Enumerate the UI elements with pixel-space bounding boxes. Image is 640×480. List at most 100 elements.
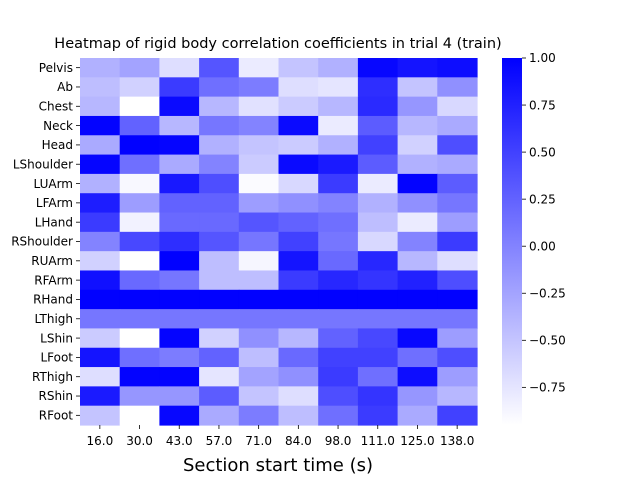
heatmap-cell: [159, 96, 200, 117]
y-tick-label: LShoulder: [13, 157, 73, 171]
heatmap-cell: [80, 367, 121, 387]
colorbar: [502, 58, 522, 425]
heatmap-cell: [119, 270, 160, 291]
heatmap-cell: [397, 270, 438, 291]
heatmap-cell: [80, 309, 121, 330]
heatmap-cell: [199, 193, 240, 214]
y-tick-label: RFArm: [34, 273, 73, 287]
heatmap-cell: [397, 289, 438, 310]
heatmap-cell: [357, 96, 399, 117]
heatmap-cell: [437, 58, 478, 78]
heatmap-cell: [119, 154, 160, 175]
heatmap-cell: [278, 115, 319, 136]
heatmap-cell: [437, 115, 478, 136]
x-tick-label: 71.0: [245, 434, 272, 448]
heatmap-cell: [437, 231, 478, 252]
heatmap-cell: [159, 347, 200, 368]
heatmap-cell: [357, 231, 399, 252]
heatmap-cell: [238, 347, 280, 368]
heatmap-cell: [437, 251, 478, 272]
heatmap-cell: [80, 251, 121, 272]
heatmap-cell: [397, 58, 438, 78]
heatmap-cell: [397, 328, 438, 349]
heatmap-cell: [119, 193, 160, 214]
colorbar-tick-label: 1.00: [529, 51, 556, 65]
y-tick-label: Neck: [43, 119, 73, 133]
heatmap-cell: [318, 58, 359, 78]
heatmap-cell: [159, 58, 200, 78]
heatmap-cell: [119, 135, 160, 156]
y-tick-label: RShoulder: [11, 235, 73, 249]
heatmap-cell: [199, 270, 240, 291]
heatmap-cell: [80, 115, 121, 136]
heatmap-cell: [437, 135, 478, 156]
heatmap-cell: [437, 270, 478, 291]
heatmap-cell: [357, 289, 399, 310]
chart-title: Heatmap of rigid body correlation coeffi…: [54, 36, 501, 52]
heatmap-cell: [318, 347, 359, 368]
heatmap-cell: [397, 96, 438, 117]
heatmap-cell: [159, 154, 200, 175]
colorbar-tick-label: 0.25: [529, 192, 556, 206]
heatmap-cell: [437, 77, 478, 98]
heatmap-cell: [119, 212, 160, 233]
y-tick-label: Ab: [57, 80, 73, 94]
heatmap-cell: [159, 173, 200, 194]
heatmap-cell: [357, 328, 399, 349]
heatmap-cell: [437, 347, 478, 368]
x-tick-label: 43.0: [166, 434, 193, 448]
heatmap-cell: [80, 173, 121, 194]
heatmap-cell: [437, 405, 478, 426]
heatmap-cell: [119, 289, 160, 310]
heatmap-cell: [119, 405, 160, 426]
heatmap-cell: [318, 212, 359, 233]
heatmap-cell: [199, 289, 240, 310]
heatmap-cell: [397, 367, 438, 387]
heatmap-cell: [357, 77, 399, 98]
heatmap-cell: [238, 270, 280, 291]
heatmap-cell: [437, 328, 478, 349]
heatmap-cell: [278, 173, 319, 194]
heatmap-cell: [437, 367, 478, 387]
heatmap-cell: [318, 154, 359, 175]
colorbar-tick-label: −0.50: [529, 334, 566, 348]
heatmap-cell: [397, 347, 438, 368]
heatmap-cell: [238, 231, 280, 252]
heatmap-cell: [357, 135, 399, 156]
heatmap-cell: [318, 251, 359, 272]
heatmap-cell: [80, 405, 121, 426]
x-tick-label: 138.0: [440, 434, 474, 448]
x-tick-label: 16.0: [86, 434, 113, 448]
heatmap-cell: [159, 193, 200, 214]
heatmap-cell: [159, 328, 200, 349]
heatmap-cell: [80, 212, 121, 233]
heatmap-cell: [238, 77, 280, 98]
x-tick-label: 57.0: [206, 434, 233, 448]
heatmap-cell: [80, 193, 121, 214]
heatmap-cell: [238, 135, 280, 156]
heatmap-cell: [159, 115, 200, 136]
heatmap-cell: [80, 154, 121, 175]
heatmap-cell: [159, 212, 200, 233]
heatmap-cell: [238, 309, 280, 330]
heatmap-cell: [199, 173, 240, 194]
heatmap-cell: [318, 405, 359, 426]
heatmap-cell: [278, 231, 319, 252]
heatmap-cell: [159, 231, 200, 252]
heatmap-cell: [80, 270, 121, 291]
heatmap-cell: [318, 115, 359, 136]
heatmap-cell: [397, 193, 438, 214]
heatmap-cell: [318, 289, 359, 310]
heatmap-cell: [199, 212, 240, 233]
y-tick-label: Chest: [39, 99, 74, 113]
y-tick-label: RThigh: [32, 370, 73, 384]
heatmap-cell: [80, 347, 121, 368]
heatmap-cell: [80, 386, 121, 407]
heatmap-cell: [238, 96, 280, 117]
heatmap-cell: [357, 347, 399, 368]
heatmap-cell: [357, 212, 399, 233]
x-tick-label: 111.0: [361, 434, 395, 448]
heatmap-cell: [159, 135, 200, 156]
heatmap-cell: [119, 251, 160, 272]
heatmap-cell: [397, 386, 438, 407]
